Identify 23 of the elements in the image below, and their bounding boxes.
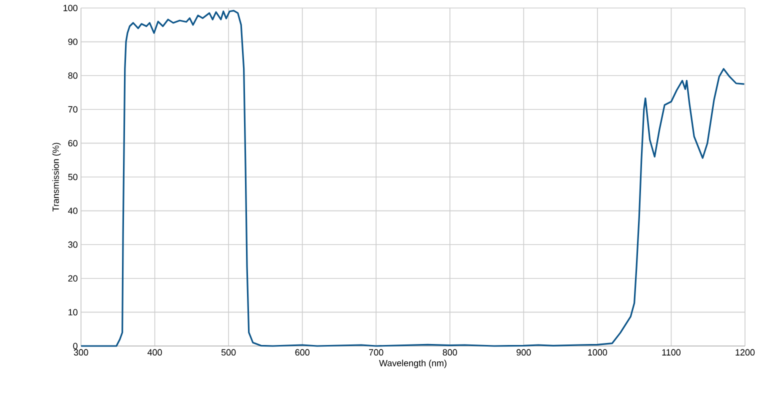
x-tick-label: 700: [369, 349, 384, 356]
x-axis-title: Wavelength (nm): [379, 360, 446, 368]
x-tick-label: 300: [74, 349, 88, 356]
x-tick-label: 900: [516, 349, 531, 356]
x-tick-label: 500: [221, 349, 236, 356]
y-tick-label: 30: [68, 241, 78, 248]
y-tick-label: 0: [73, 342, 78, 350]
y-tick-label: 50: [68, 174, 78, 180]
x-tick-label: 600: [295, 349, 310, 356]
x-tick-label: 800: [442, 349, 458, 356]
y-tick-label: 70: [68, 106, 78, 113]
y-axis-title: Transmission (%): [52, 142, 61, 212]
x-tick-label: 1100: [662, 349, 681, 356]
y-tick-label: 100: [64, 4, 78, 12]
x-tick-label: 1000: [588, 349, 608, 356]
y-tick-label: 20: [68, 275, 78, 282]
y-tick-label: 80: [68, 72, 78, 79]
y-tick-label: 90: [68, 38, 78, 45]
x-tick-label: 400: [148, 349, 162, 356]
y-tick-label: 10: [68, 309, 78, 316]
y-tick-label: 60: [68, 140, 78, 146]
x-tick-label: 1200: [736, 349, 755, 356]
y-tick-label: 40: [68, 208, 78, 214]
